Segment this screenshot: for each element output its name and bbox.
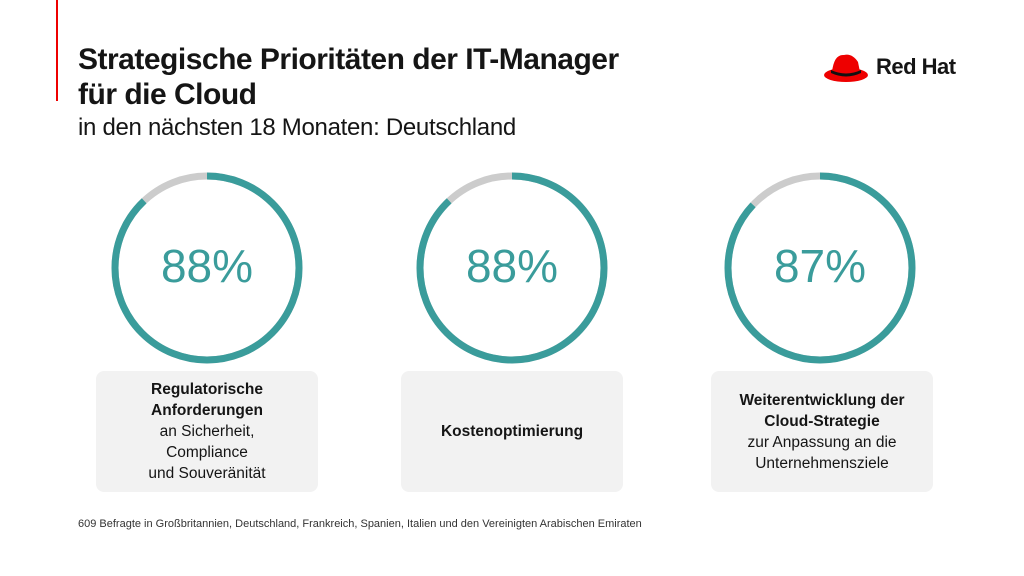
priority-label-box: Kostenoptimierung	[401, 371, 623, 492]
priority-title: Anforderungen	[151, 402, 263, 419]
page-subtitle: in den nächsten 18 Monaten: Deutschland	[78, 114, 516, 141]
priority-description: Compliance	[166, 444, 248, 461]
red-hat-icon	[824, 54, 868, 82]
footnote: 609 Befragte in Großbritannien, Deutschl…	[78, 518, 642, 530]
priority-label-box: Regulatorische Anforderungen an Sicherheit…	[96, 371, 318, 492]
priority-description: zur Anpassung an die	[747, 433, 897, 451]
red-hat-logo: Red Hat	[822, 50, 956, 84]
page-title: Strategische Prioritäten der IT-Manager f…	[78, 42, 619, 112]
title-line-1: Strategische Prioritäten der IT-Manager	[78, 43, 619, 76]
gauge-2: 88%	[412, 168, 612, 368]
logo-text: Red Hat	[876, 54, 956, 79]
priority-description: Unternehmensziele	[755, 454, 889, 472]
priority-title: Cloud-Strategie	[764, 412, 880, 430]
priority-description: und Souveränität	[148, 465, 266, 482]
gauge-value-label: 88%	[465, 240, 559, 292]
gauge-value-label: 87%	[773, 240, 867, 292]
accent-line	[56, 0, 58, 101]
gauge-value-arc	[111, 172, 303, 364]
title-line-2: für die Cloud	[78, 78, 257, 111]
gauge-value-label: 88%	[160, 240, 254, 292]
gauge-1: 88%	[107, 168, 307, 368]
gauge-value-arc	[416, 172, 608, 364]
priority-title: Kostenoptimierung	[440, 423, 584, 440]
priority-description: an Sicherheit,	[159, 423, 255, 440]
priority-title: Weiterentwicklung der	[739, 391, 905, 409]
gauge-3: 87%	[720, 168, 920, 368]
priority-title: Regulatorische	[151, 381, 263, 398]
gauge-value-arc	[724, 172, 916, 364]
priority-label-box: Weiterentwicklung der Cloud-Strategie zur …	[711, 371, 933, 492]
